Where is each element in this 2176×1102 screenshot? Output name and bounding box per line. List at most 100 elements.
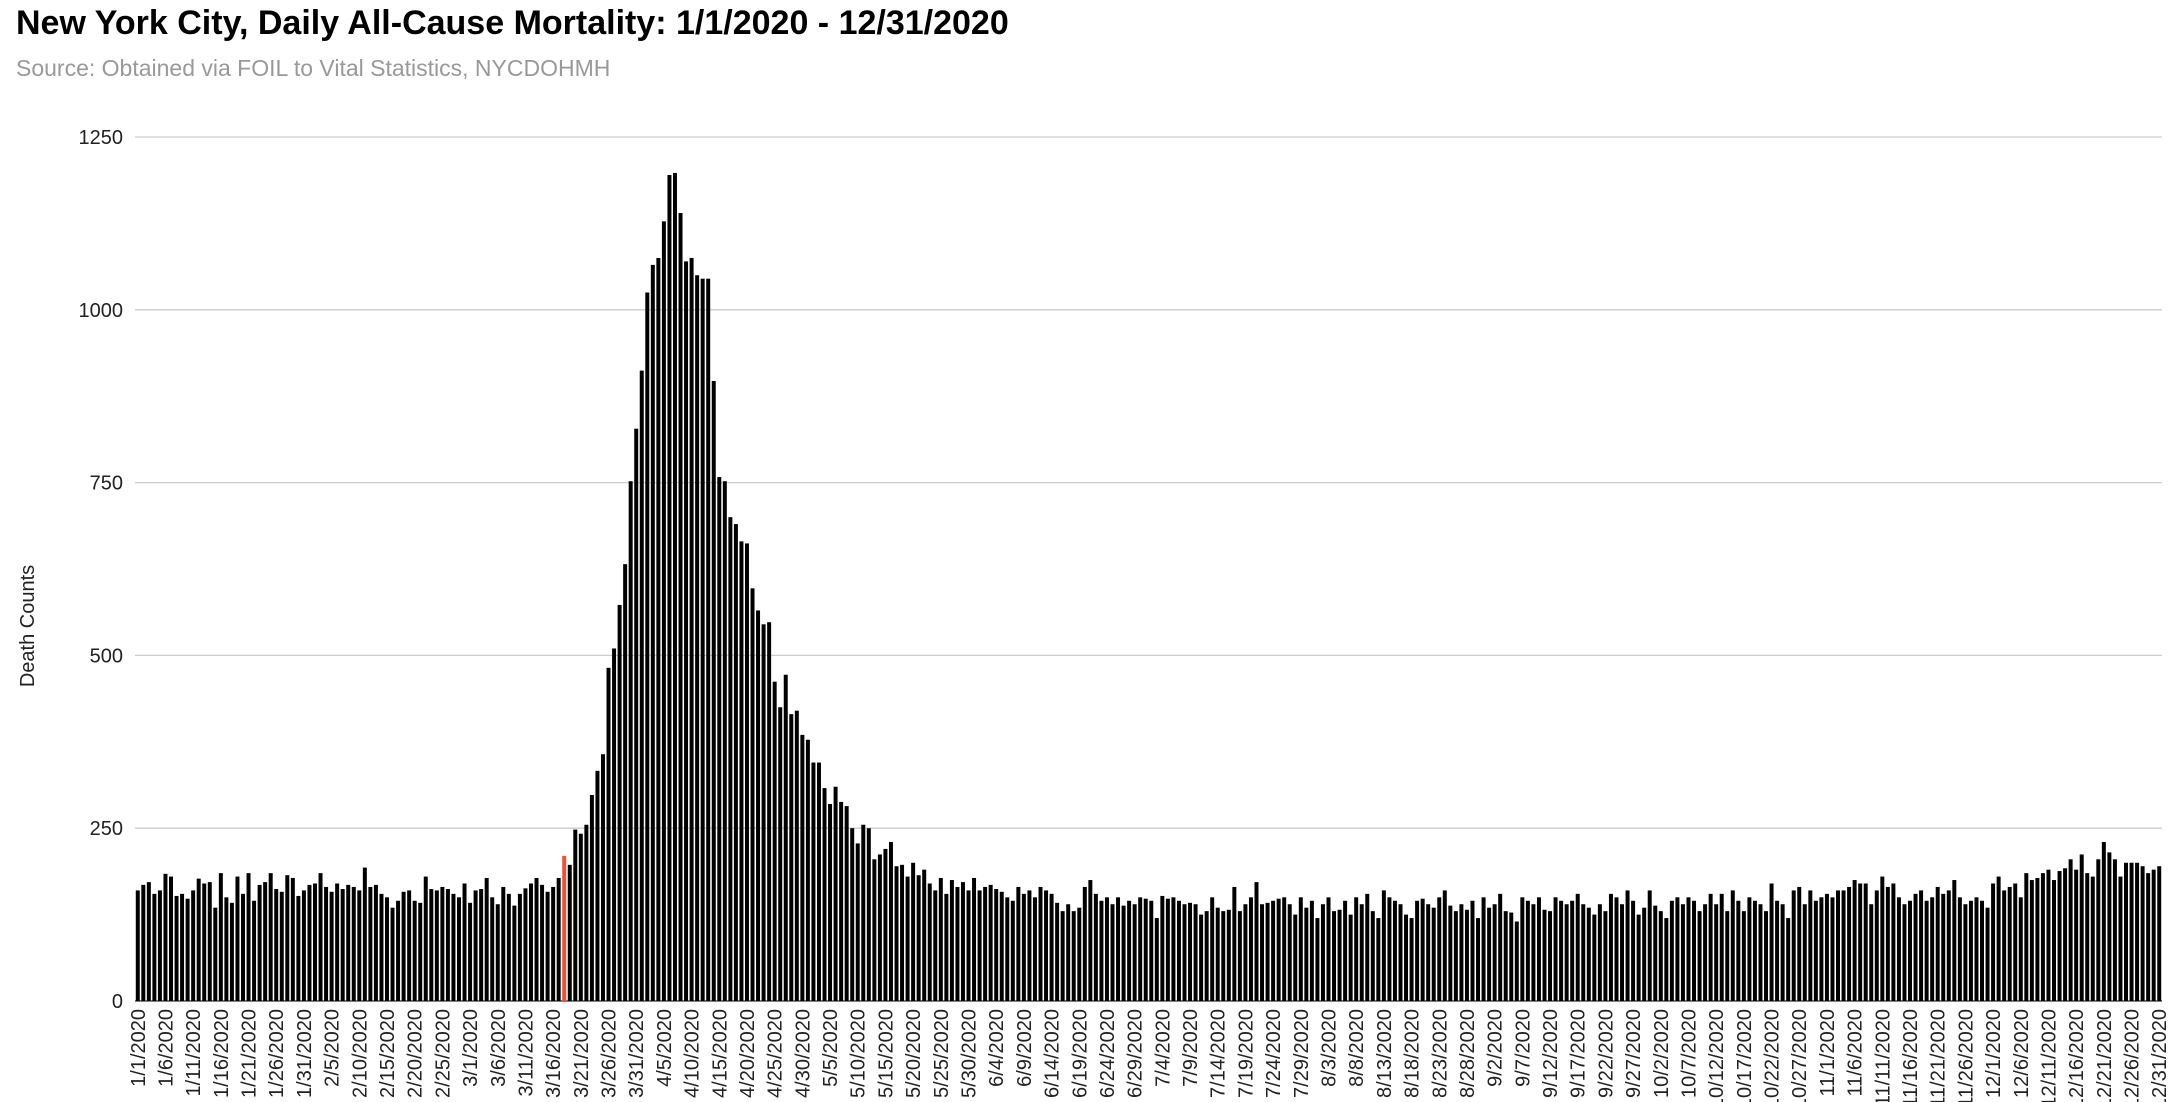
bar xyxy=(911,862,916,1001)
bar xyxy=(141,884,146,1001)
bar xyxy=(1852,880,1857,1001)
x-tick-label: 3/11/2020 xyxy=(515,1009,537,1097)
bar xyxy=(1132,904,1137,1001)
x-tick-label: 10/12/2020 xyxy=(1706,1009,1728,1102)
bar xyxy=(1370,911,1375,1001)
bar xyxy=(180,893,185,1001)
bar xyxy=(1492,904,1497,1001)
bar xyxy=(1348,914,1353,1001)
bar xyxy=(1498,893,1503,1001)
x-tick-label: 6/14/2020 xyxy=(1042,1009,1064,1098)
bar xyxy=(207,882,212,1001)
x-tick-label: 7/29/2020 xyxy=(1291,1009,1313,1098)
bar xyxy=(335,883,340,1001)
bar xyxy=(1359,904,1364,1001)
bar xyxy=(1747,897,1752,1001)
bar xyxy=(296,895,301,1001)
bar xyxy=(462,883,467,1001)
bar xyxy=(246,873,251,1001)
bar xyxy=(1896,897,1901,1001)
x-tick-label: 8/23/2020 xyxy=(1429,1009,1451,1098)
bar xyxy=(2085,873,2090,1001)
bar xyxy=(634,428,639,1001)
bar xyxy=(2018,897,2023,1001)
bar xyxy=(573,829,578,1001)
bar xyxy=(285,875,290,1001)
chart-title: New York City, Daily All-Cause Mortality… xyxy=(16,4,1009,42)
bar xyxy=(1625,890,1630,1001)
bar xyxy=(229,902,234,1001)
bar xyxy=(1149,900,1154,1001)
bar xyxy=(1536,897,1541,1001)
bar xyxy=(1138,897,1143,1001)
bar xyxy=(1459,904,1464,1001)
bar xyxy=(1780,904,1785,1001)
bar xyxy=(290,877,295,1001)
x-tick-label: 5/10/2020 xyxy=(848,1009,870,1098)
bar xyxy=(684,261,689,1001)
bar xyxy=(357,890,362,1001)
bar xyxy=(789,714,794,1001)
x-tick-label: 10/2/2020 xyxy=(1651,1009,1673,1098)
bar xyxy=(1442,890,1447,1001)
bar xyxy=(1398,904,1403,1001)
bar xyxy=(1116,897,1121,1001)
bar xyxy=(783,674,788,1001)
x-tick-label: 1/31/2020 xyxy=(294,1009,316,1098)
bar xyxy=(252,900,257,1001)
bar xyxy=(816,762,821,1001)
bar xyxy=(905,876,910,1001)
bar xyxy=(1476,918,1481,1001)
bar xyxy=(301,890,306,1001)
bar xyxy=(922,869,927,1001)
x-tick-label: 1/11/2020 xyxy=(183,1009,205,1097)
x-tick-label: 6/9/2020 xyxy=(1014,1009,1036,1087)
bar xyxy=(312,883,317,1001)
y-tick-label: 750 xyxy=(90,473,123,495)
bar xyxy=(794,710,799,1001)
bar xyxy=(1204,911,1209,1001)
bar xyxy=(1802,904,1807,1001)
x-tick-label: 1/16/2020 xyxy=(211,1009,233,1098)
bar xyxy=(645,292,650,1001)
bar xyxy=(241,893,245,1001)
bar xyxy=(1392,900,1397,1001)
bar xyxy=(1337,909,1342,1001)
bar xyxy=(656,257,661,1002)
bar xyxy=(384,897,389,1001)
bar xyxy=(440,886,445,1001)
bar xyxy=(1005,897,1010,1001)
bar xyxy=(1503,911,1508,1001)
bar xyxy=(373,884,378,1001)
bar xyxy=(1586,907,1591,1001)
x-tick-label: 9/12/2020 xyxy=(1540,1009,1562,1098)
bar xyxy=(927,883,932,1001)
bar xyxy=(977,890,982,1001)
x-tick-label: 5/30/2020 xyxy=(959,1009,981,1098)
bar xyxy=(2002,890,2007,1001)
bar xyxy=(1930,897,1935,1001)
bar xyxy=(484,877,489,1001)
x-tick-label: 4/25/2020 xyxy=(765,1009,787,1098)
y-tick-label: 0 xyxy=(112,991,123,1013)
bar xyxy=(600,754,605,1001)
bar xyxy=(1481,897,1486,1001)
bar xyxy=(506,893,511,1001)
bar xyxy=(512,905,517,1001)
bar xyxy=(1354,897,1359,1001)
bar xyxy=(938,877,943,1001)
bar xyxy=(628,481,633,1001)
bar xyxy=(960,882,965,1001)
y-tick-label: 1250 xyxy=(79,127,124,149)
bar xyxy=(2007,886,2012,1001)
bar xyxy=(434,890,439,1001)
bar xyxy=(379,893,384,1001)
bar xyxy=(578,833,583,1001)
bar xyxy=(146,882,151,1001)
bar xyxy=(412,900,417,1001)
x-tick-label: 2/15/2020 xyxy=(377,1009,399,1098)
bar xyxy=(1271,900,1276,1001)
bar xyxy=(999,891,1004,1001)
x-tick-label: 1/21/2020 xyxy=(239,1009,261,1098)
bar xyxy=(844,806,849,1001)
